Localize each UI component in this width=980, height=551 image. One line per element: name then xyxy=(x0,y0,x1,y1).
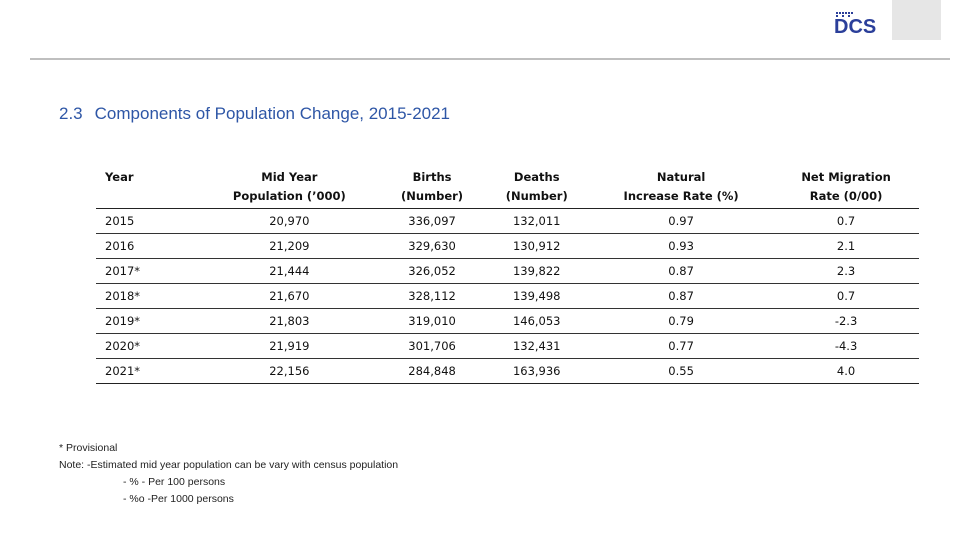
header-net-migration: Net Migration Rate (0/00) xyxy=(773,166,919,209)
cell-population: 22,156 xyxy=(199,358,380,384)
cell-natural-increase: 0.87 xyxy=(589,258,774,284)
cell-year: 2016 xyxy=(96,233,199,259)
cell-births: 301,706 xyxy=(379,333,485,359)
cell-year: 2021* xyxy=(96,358,199,384)
cell-births: 326,052 xyxy=(379,258,485,284)
table-row: 2016 21,209 329,630 130,912 0.93 2.1 xyxy=(96,233,919,259)
table-row: 2020* 21,919 301,706 132,431 0.77 -4.3 xyxy=(96,333,919,359)
table-row: 2017* 21,444 326,052 139,822 0.87 2.3 xyxy=(96,258,919,284)
table-row: 2019* 21,803 319,010 146,053 0.79 -2.3 xyxy=(96,308,919,334)
cell-births: 328,112 xyxy=(379,283,485,309)
logo-dots-icon xyxy=(836,12,853,17)
cell-population: 21,670 xyxy=(199,283,380,309)
cell-year: 2019* xyxy=(96,308,199,334)
dcs-logo: DCS xyxy=(834,12,880,38)
cell-net-migration: 4.0 xyxy=(773,358,919,384)
cell-population: 21,803 xyxy=(199,308,380,334)
percent-note: - % - Per 100 persons xyxy=(123,476,226,488)
cell-births: 336,097 xyxy=(379,208,485,234)
cell-deaths: 146,053 xyxy=(484,308,590,334)
cell-year: 2020* xyxy=(96,333,199,359)
table-row: 2018* 21,670 328,112 139,498 0.87 0.7 xyxy=(96,283,919,309)
table-header-row: Year Mid Year Population (’000) Births (Nu… xyxy=(96,166,919,209)
cell-population: 21,209 xyxy=(199,233,380,259)
cell-year: 2018* xyxy=(96,283,199,309)
cell-natural-increase: 0.87 xyxy=(589,283,774,309)
header-mid-year-population: Mid Year Population (’000) xyxy=(199,166,380,209)
corner-box xyxy=(892,0,941,40)
provisional-note: * Provisional xyxy=(59,442,118,454)
header-year: Year xyxy=(96,166,199,209)
cell-natural-increase: 0.93 xyxy=(589,233,774,259)
cell-births: 284,848 xyxy=(379,358,485,384)
section-number: 2.3 xyxy=(59,104,83,123)
cell-net-migration: 0.7 xyxy=(773,283,919,309)
table-row: 2021* 22,156 284,848 163,936 0.55 4.0 xyxy=(96,358,919,384)
cell-births: 319,010 xyxy=(379,308,485,334)
cell-net-migration: 2.3 xyxy=(773,258,919,284)
cell-deaths: 130,912 xyxy=(484,233,590,259)
header-births: Births (Number) xyxy=(379,166,485,209)
footnotes: * Provisional Note: -Estimated mid year … xyxy=(59,440,398,508)
header-natural-increase: Natural Increase Rate (%) xyxy=(589,166,774,209)
cell-deaths: 139,498 xyxy=(484,283,590,309)
cell-deaths: 132,011 xyxy=(484,208,590,234)
permille-note: - %o -Per 1000 persons xyxy=(123,493,234,505)
cell-population: 21,444 xyxy=(199,258,380,284)
cell-net-migration: 2.1 xyxy=(773,233,919,259)
section-title: Components of Population Change, 2015-20… xyxy=(94,104,451,123)
population-table: Year Mid Year Population (’000) Births (Nu… xyxy=(96,166,919,384)
cell-natural-increase: 0.79 xyxy=(589,308,774,334)
cell-natural-increase: 0.77 xyxy=(589,333,774,359)
cell-deaths: 163,936 xyxy=(484,358,590,384)
cell-natural-increase: 0.97 xyxy=(589,208,774,234)
header-divider xyxy=(30,58,950,60)
logo-text: DCS xyxy=(834,16,877,38)
cell-population: 21,919 xyxy=(199,333,380,359)
table-row: 2015 20,970 336,097 132,011 0.97 0.7 xyxy=(96,208,919,234)
cell-deaths: 139,822 xyxy=(484,258,590,284)
cell-births: 329,630 xyxy=(379,233,485,259)
cell-year: 2015 xyxy=(96,208,199,234)
cell-net-migration: -4.3 xyxy=(773,333,919,359)
cell-net-migration: 0.7 xyxy=(773,208,919,234)
cell-net-migration: -2.3 xyxy=(773,308,919,334)
cell-deaths: 132,431 xyxy=(484,333,590,359)
page-title: 2.3 Components of Population Change, 2015… xyxy=(59,104,450,124)
header-deaths: Deaths (Number) xyxy=(484,166,590,209)
cell-year: 2017* xyxy=(96,258,199,284)
cell-population: 20,970 xyxy=(199,208,380,234)
estimate-note: Note: -Estimated mid year population can… xyxy=(59,459,399,471)
cell-natural-increase: 0.55 xyxy=(589,358,774,384)
